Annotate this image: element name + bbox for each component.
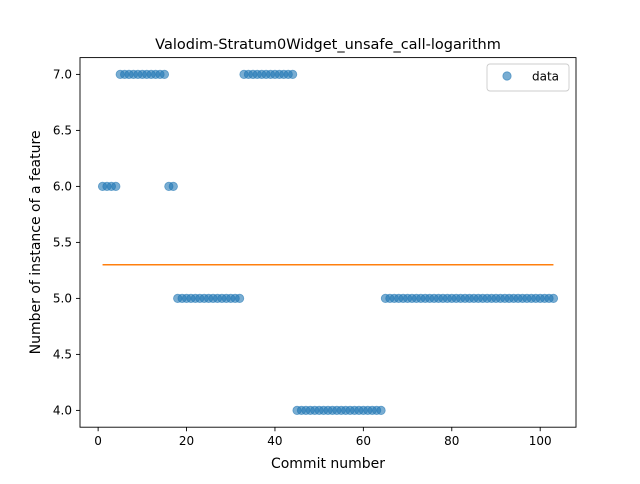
x-tick-label: 0 — [94, 434, 102, 448]
y-axis-ticks: 4.0 4.5 5.0 5.5 6.0 6.5 7.0 — [53, 68, 80, 418]
x-tick-label: 80 — [444, 434, 459, 448]
plot-frame — [79, 57, 577, 428]
y-axis-label: Number of instance of a feature — [28, 130, 44, 354]
legend-box — [486, 63, 570, 92]
y-tick-label: 6.0 — [53, 180, 72, 194]
x-tick-label: 20 — [179, 434, 194, 448]
data-point — [548, 293, 559, 303]
chart-title: Valodim-Stratum0Widget_unsafe_call-logar… — [155, 37, 501, 53]
y-tick-label: 5.0 — [53, 292, 72, 306]
y-tick-label: 6.5 — [53, 124, 72, 138]
x-tick-label: 40 — [267, 434, 282, 448]
data-point — [111, 181, 121, 191]
legend-label: data — [532, 70, 559, 84]
series-layer — [97, 69, 559, 415]
x-tick-label: 60 — [356, 434, 371, 448]
y-tick-label: 4.0 — [53, 404, 72, 418]
data-point — [288, 69, 298, 80]
x-axis-ticks: 0 20 40 60 80 100 — [94, 427, 552, 448]
y-tick-label: 4.5 — [53, 348, 72, 362]
y-tick-label: 7.0 — [53, 68, 72, 82]
data-point — [234, 293, 245, 303]
legend-marker — [502, 71, 512, 81]
legend: data — [486, 63, 570, 92]
data-point — [376, 405, 386, 415]
x-axis-label: Commit number — [271, 456, 385, 472]
data-point — [168, 181, 178, 191]
y-tick-label: 5.5 — [53, 236, 72, 250]
x-tick-label: 100 — [529, 434, 552, 448]
data-point — [159, 69, 170, 80]
scatter-series — [97, 69, 559, 415]
plot-area — [80, 57, 576, 428]
